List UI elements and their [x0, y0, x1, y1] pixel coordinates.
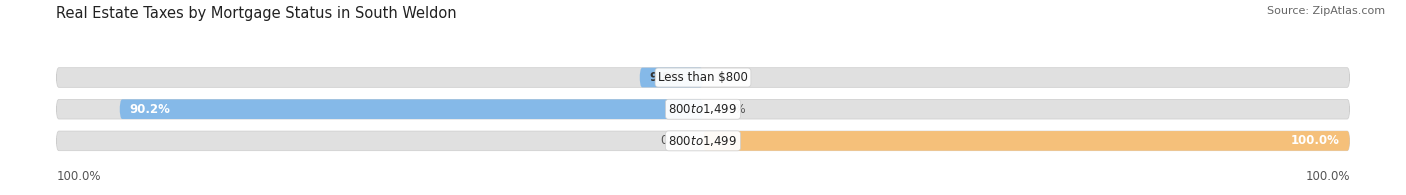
- Text: $800 to $1,499: $800 to $1,499: [668, 102, 738, 116]
- Text: 100.0%: 100.0%: [56, 170, 101, 183]
- Text: 9.8%: 9.8%: [650, 71, 682, 84]
- FancyBboxPatch shape: [56, 99, 1350, 119]
- Text: Real Estate Taxes by Mortgage Status in South Weldon: Real Estate Taxes by Mortgage Status in …: [56, 6, 457, 21]
- Text: 100.0%: 100.0%: [1305, 170, 1350, 183]
- Legend: Without Mortgage, With Mortgage: Without Mortgage, With Mortgage: [578, 190, 828, 195]
- FancyBboxPatch shape: [703, 131, 1350, 151]
- FancyBboxPatch shape: [640, 68, 703, 87]
- Text: Source: ZipAtlas.com: Source: ZipAtlas.com: [1267, 6, 1385, 16]
- FancyBboxPatch shape: [56, 131, 1350, 151]
- FancyBboxPatch shape: [56, 68, 1350, 87]
- FancyBboxPatch shape: [120, 99, 703, 119]
- Text: $800 to $1,499: $800 to $1,499: [668, 134, 738, 148]
- Text: 100.0%: 100.0%: [1291, 134, 1340, 147]
- Text: 0.0%: 0.0%: [716, 71, 745, 84]
- Text: Less than $800: Less than $800: [658, 71, 748, 84]
- Text: 0.0%: 0.0%: [716, 103, 745, 116]
- Text: 0.0%: 0.0%: [661, 134, 690, 147]
- Text: 90.2%: 90.2%: [129, 103, 170, 116]
